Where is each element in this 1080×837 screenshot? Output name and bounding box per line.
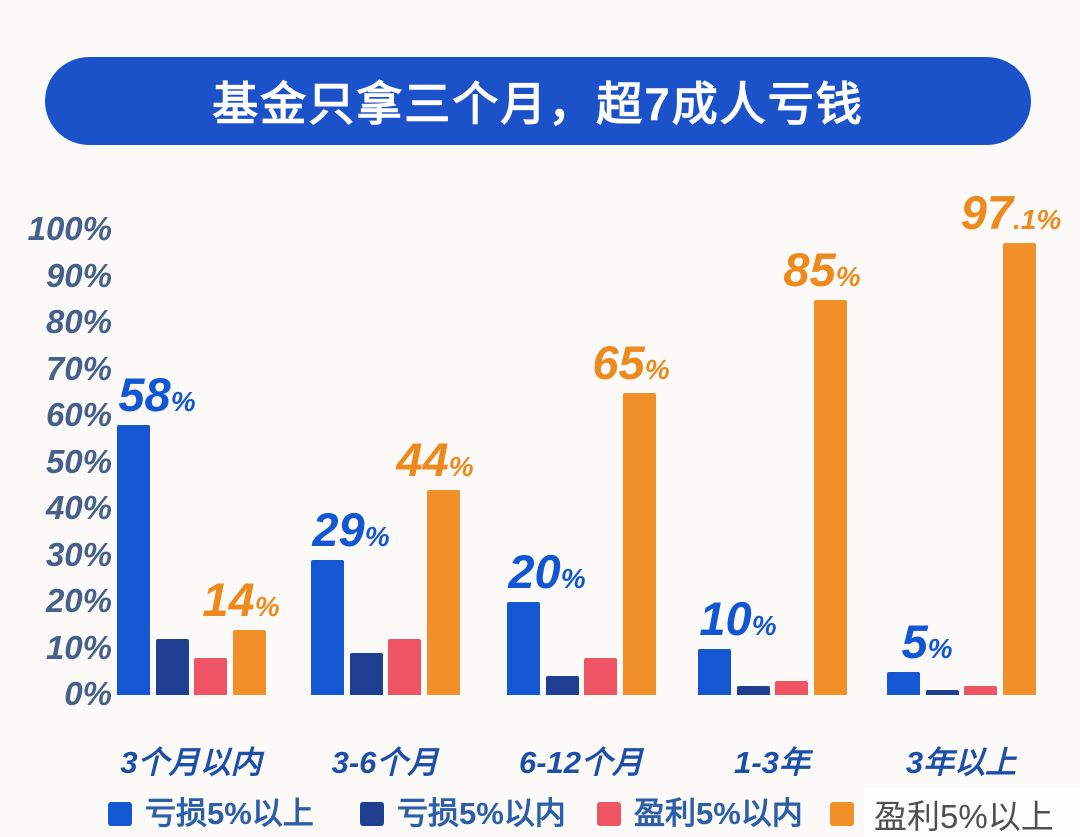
- bar-亏损5%以上-6-12个月: [507, 602, 540, 695]
- value-label-盈利5%以上-1-3年: 85%: [783, 242, 861, 296]
- legend-item-亏损5%以内: 亏损5%以内: [360, 798, 566, 830]
- bar-亏损5%以内-6-12个月: [545, 676, 579, 695]
- title-banner: 基金只拿三个月，超7成人亏钱: [45, 57, 1031, 145]
- bar-亏损5%以内-1-3年: [736, 685, 770, 695]
- legend-item-盈利5%以上: 盈利5%以上: [830, 788, 1080, 837]
- x-category-label: 3年以上: [905, 745, 1017, 780]
- value-label-亏损5%以上-3-6个月: 29%: [312, 503, 390, 557]
- y-tick-label: 100%: [27, 210, 112, 247]
- legend-swatch-icon: [597, 802, 621, 826]
- bar-亏损5%以内-3个月以内: [155, 639, 189, 695]
- bar-盈利5%以上-3年以上: [1002, 243, 1036, 695]
- bar-亏损5%以上-1-3年: [698, 648, 731, 695]
- value-label-盈利5%以上-3年以上: 97.1%: [960, 186, 1062, 240]
- bar-亏损5%以内-3年以上: [925, 690, 959, 695]
- value-label-亏损5%以上-1-3年: 10%: [699, 591, 777, 645]
- legend-label: 盈利5%以上: [864, 788, 1080, 837]
- bar-亏损5%以上-3个月以内: [117, 425, 150, 695]
- legend-swatch-icon: [830, 802, 854, 826]
- x-category-label: 3个月以内: [120, 745, 262, 780]
- y-tick-label: 70%: [45, 349, 112, 387]
- y-tick-label: 40%: [45, 489, 112, 526]
- y-tick-label: 10%: [45, 628, 112, 666]
- bar-亏损5%以上-3年以上: [887, 671, 920, 695]
- y-tick-label: 30%: [45, 535, 112, 573]
- bar-盈利5%以上-3个月以内: [232, 629, 266, 695]
- value-label-盈利5%以上-3个月以内: 14%: [202, 572, 280, 626]
- bar-盈利5%以内-3-6个月: [388, 639, 421, 695]
- value-label-盈利5%以上-3-6个月: 44%: [396, 433, 474, 487]
- x-category-label: 1-3年: [734, 745, 810, 780]
- value-label-亏损5%以上-3年以上: 5%: [901, 614, 953, 668]
- legend-item-盈利5%以内: 盈利5%以内: [597, 798, 803, 830]
- y-tick-label: 80%: [45, 303, 112, 340]
- bar-亏损5%以内-3-6个月: [349, 653, 383, 695]
- chart-title: 基金只拿三个月，超7成人亏钱: [212, 78, 864, 130]
- legend-label: 亏损5%以上: [145, 796, 314, 831]
- x-category-label: 3-6个月: [331, 745, 439, 780]
- legend-item-亏损5%以上: 亏损5%以上: [108, 798, 314, 830]
- y-tick-label: 20%: [45, 582, 112, 619]
- y-tick-label: 60%: [45, 396, 112, 433]
- x-category-label: 6-12个月: [518, 745, 644, 780]
- bar-盈利5%以上-1-3年: [813, 299, 847, 695]
- value-label-亏损5%以上-6-12个月: 20%: [508, 545, 586, 598]
- bar-盈利5%以上-6-12个月: [622, 392, 656, 695]
- bar-盈利5%以内-3年以上: [964, 685, 997, 695]
- value-label-亏损5%以上-3个月以内: 58%: [118, 368, 196, 422]
- legend-swatch-icon: [108, 802, 132, 826]
- bar-盈利5%以内-6-12个月: [584, 657, 617, 695]
- legend-label: 盈利5%以内: [634, 796, 803, 831]
- legend-label: 亏损5%以内: [397, 796, 566, 831]
- bar-亏损5%以上-3-6个月: [311, 560, 344, 695]
- bar-盈利5%以上-3-6个月: [426, 490, 460, 695]
- bar-盈利5%以内-1-3年: [775, 681, 808, 695]
- value-label-盈利5%以上-6-12个月: 65%: [592, 335, 670, 389]
- y-tick-label: 50%: [45, 442, 112, 480]
- y-tick-label: 90%: [45, 256, 112, 294]
- legend-swatch-icon: [360, 802, 384, 826]
- bar-盈利5%以内-3个月以内: [194, 657, 227, 695]
- y-tick-label: 0%: [64, 675, 112, 712]
